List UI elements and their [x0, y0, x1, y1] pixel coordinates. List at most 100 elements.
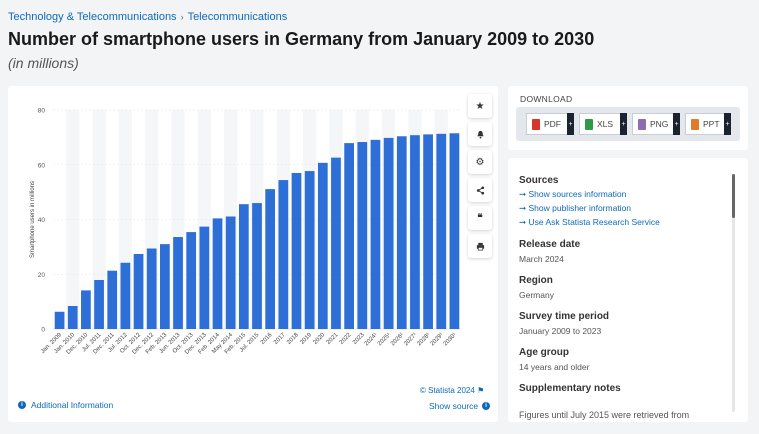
bar[interactable]: [120, 262, 131, 329]
bar[interactable]: [160, 244, 170, 329]
bar[interactable]: [396, 136, 407, 329]
info-icon: i: [18, 401, 26, 409]
ppt-file-icon: [691, 118, 699, 130]
arrow-right-icon: ➞: [519, 217, 527, 227]
download-title: DOWNLOAD: [520, 94, 573, 104]
x-tick-label: 2029¹: [430, 332, 445, 347]
page-subtitle: (in millions): [8, 55, 79, 71]
age-group-heading: Age group: [519, 347, 569, 358]
breadcrumb: Technology & Telecommunications › Telecomm…: [8, 11, 287, 23]
bar[interactable]: [304, 171, 315, 329]
x-tick-label: 2021: [326, 332, 340, 346]
x-tick-label: 2024¹: [364, 332, 379, 347]
credit-text: © Statista 2024: [420, 386, 475, 395]
ask-statista-label: Use Ask Statista Research Service: [528, 217, 660, 227]
bar[interactable]: [199, 226, 210, 329]
x-tick-label: 2018: [286, 332, 300, 346]
cite-button[interactable]: ❝: [468, 206, 492, 230]
bar[interactable]: [67, 306, 78, 329]
print-button[interactable]: [468, 234, 492, 258]
x-tick-label: 2016: [260, 332, 274, 346]
additional-information-label: Additional Information: [31, 400, 114, 410]
download-ppt-button[interactable]: PPT +: [685, 113, 731, 135]
bar[interactable]: [265, 189, 276, 329]
scrollbar-thumb[interactable]: [732, 174, 735, 218]
chart-card: 0 20 40 60 80 Smartphone users in millions Jan…: [8, 86, 498, 422]
show-source-link[interactable]: Show source i: [429, 401, 491, 411]
x-tick-label: 2030¹: [443, 332, 458, 347]
details-scrollbar[interactable]: [732, 174, 735, 412]
bar[interactable]: [436, 133, 447, 329]
bar[interactable]: [107, 270, 118, 329]
bar[interactable]: [357, 142, 368, 329]
download-png-button[interactable]: PNG +: [632, 113, 680, 135]
region-value: Germany: [519, 290, 554, 300]
settings-button[interactable]: ⚙: [468, 150, 492, 174]
bar[interactable]: [317, 162, 328, 329]
bell-icon: [476, 130, 484, 139]
chart-toolbar: ★ ⚙ ❝: [468, 94, 492, 262]
share-button[interactable]: [468, 178, 492, 202]
plus-icon: +: [673, 113, 680, 135]
plus-icon: +: [567, 113, 574, 135]
bar[interactable]: [238, 204, 249, 329]
show-source-label: Show source: [429, 401, 479, 411]
bar[interactable]: [278, 180, 289, 329]
bar[interactable]: [291, 172, 302, 329]
bar[interactable]: [173, 237, 183, 329]
bar[interactable]: [423, 134, 433, 329]
bar[interactable]: [383, 137, 394, 329]
bar[interactable]: [344, 143, 354, 329]
download-xls-button[interactable]: XLS +: [579, 113, 627, 135]
notification-button[interactable]: [468, 122, 492, 146]
y-axis-label: Smartphone users in millions: [30, 181, 36, 258]
download-ppt-label: PPT: [703, 119, 720, 129]
breadcrumb-link-telecommunications[interactable]: Telecommunications: [187, 11, 288, 23]
bar[interactable]: [54, 311, 65, 329]
quote-icon: ❝: [477, 212, 483, 224]
flag-icon: ⚑: [477, 386, 485, 395]
bar[interactable]: [81, 290, 91, 329]
pdf-file-icon: [532, 118, 540, 130]
breadcrumb-link-technology[interactable]: Technology & Telecommunications: [8, 11, 177, 23]
page-title: Number of smartphone users in Germany fr…: [8, 29, 595, 49]
survey-period-value: January 2009 to 2023: [519, 326, 602, 336]
favorite-button[interactable]: ★: [468, 94, 492, 118]
bar[interactable]: [410, 135, 420, 329]
bar[interactable]: [94, 279, 104, 329]
bar[interactable]: [133, 253, 144, 329]
bar[interactable]: [331, 157, 341, 329]
additional-information-link[interactable]: i Additional Information: [18, 400, 113, 410]
download-bar: PDF + XLS + PNG + PPT +: [516, 107, 740, 141]
bar[interactable]: [225, 216, 236, 329]
bar[interactable]: [370, 139, 381, 329]
x-tick-label: 2019: [299, 332, 313, 346]
plus-icon: +: [620, 113, 627, 135]
show-publisher-link[interactable]: ➞ Show publisher information: [519, 203, 729, 214]
chevron-right-icon: ›: [180, 12, 184, 22]
show-sources-link[interactable]: ➞ Show sources information: [519, 189, 729, 200]
show-publisher-label: Show publisher information: [528, 203, 632, 213]
bar[interactable]: [146, 248, 157, 329]
x-tick-label: 2026¹: [390, 332, 405, 347]
bar[interactable]: [449, 133, 460, 329]
download-card: DOWNLOAD PDF + XLS + PNG + PPT +: [508, 86, 748, 150]
bar[interactable]: [252, 203, 262, 329]
bar[interactable]: [212, 218, 223, 329]
sources-heading: Sources: [519, 175, 559, 186]
ask-statista-link[interactable]: ➞ Use Ask Statista Research Service: [519, 217, 729, 228]
survey-period-heading: Survey time period: [519, 311, 610, 322]
y-tick-label: 0: [41, 327, 45, 334]
release-date-value: March 2024: [519, 254, 564, 264]
xls-file-icon: [585, 118, 593, 130]
bar[interactable]: [186, 232, 197, 329]
download-png-label: PNG: [650, 119, 669, 129]
statista-credit[interactable]: © Statista 2024 ⚑: [420, 386, 484, 395]
x-tick-label: 2027¹: [403, 332, 418, 347]
y-tick-label: 80: [38, 108, 46, 115]
details-content: Sources ➞ Show sources information ➞ Sho…: [519, 175, 729, 422]
download-pdf-button[interactable]: PDF +: [526, 113, 574, 135]
age-group-value: 14 years and older: [519, 362, 590, 372]
info-icon: i: [482, 402, 491, 410]
